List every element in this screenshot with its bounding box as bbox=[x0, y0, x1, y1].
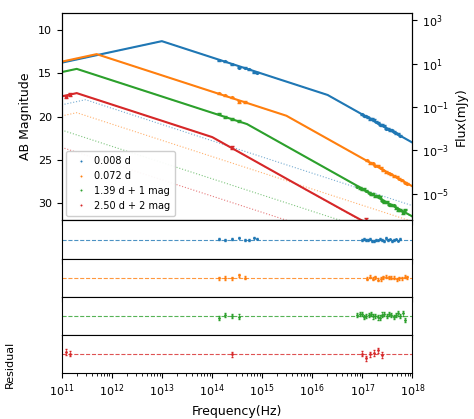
Y-axis label: Flux(mJy): Flux(mJy) bbox=[455, 87, 468, 146]
Y-axis label: AB Magnitude: AB Magnitude bbox=[19, 73, 32, 160]
Legend: 0.008 d, 0.072 d, 1.39 d + 1 mag, 2.50 d + 2 mag: 0.008 d, 0.072 d, 1.39 d + 1 mag, 2.50 d… bbox=[66, 151, 175, 216]
Text: Residual: Residual bbox=[4, 341, 15, 388]
X-axis label: Frequency(Hz): Frequency(Hz) bbox=[192, 405, 282, 418]
